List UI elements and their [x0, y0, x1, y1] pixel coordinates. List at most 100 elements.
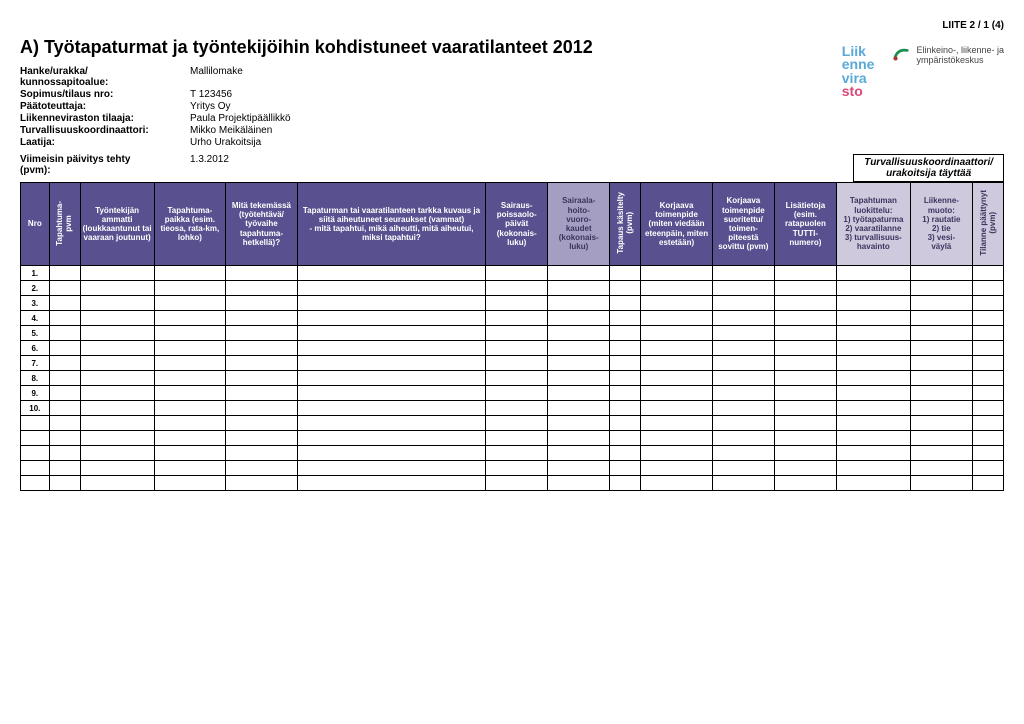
table-cell[interactable]	[610, 476, 641, 491]
table-cell[interactable]	[226, 341, 298, 356]
table-cell[interactable]	[297, 356, 485, 371]
table-cell[interactable]	[610, 341, 641, 356]
table-cell[interactable]	[610, 401, 641, 416]
table-cell[interactable]	[910, 326, 972, 341]
table-cell[interactable]	[154, 311, 226, 326]
table-cell[interactable]	[49, 266, 80, 281]
table-cell[interactable]	[154, 341, 226, 356]
table-cell[interactable]	[49, 311, 80, 326]
table-cell[interactable]: 2.	[21, 281, 50, 296]
table-cell[interactable]	[836, 416, 910, 431]
table-cell[interactable]	[641, 416, 713, 431]
table-cell[interactable]	[226, 461, 298, 476]
table-cell[interactable]	[226, 281, 298, 296]
table-cell[interactable]	[774, 446, 836, 461]
table-cell[interactable]	[226, 371, 298, 386]
table-cell[interactable]	[297, 326, 485, 341]
table-cell[interactable]	[712, 371, 774, 386]
table-cell[interactable]	[486, 326, 548, 341]
table-cell[interactable]	[154, 386, 226, 401]
table-cell[interactable]	[712, 266, 774, 281]
table-cell[interactable]	[641, 311, 713, 326]
table-cell[interactable]	[972, 266, 1003, 281]
table-cell[interactable]	[80, 281, 154, 296]
table-cell[interactable]	[486, 386, 548, 401]
table-cell[interactable]	[610, 311, 641, 326]
table-cell[interactable]	[80, 476, 154, 491]
table-cell[interactable]	[836, 476, 910, 491]
table-cell[interactable]	[610, 266, 641, 281]
table-cell[interactable]	[486, 476, 548, 491]
table-cell[interactable]	[641, 266, 713, 281]
table-cell[interactable]	[774, 461, 836, 476]
table-cell[interactable]	[548, 281, 610, 296]
table-cell[interactable]	[226, 416, 298, 431]
table-cell[interactable]	[910, 431, 972, 446]
table-cell[interactable]	[774, 476, 836, 491]
table-cell[interactable]	[154, 416, 226, 431]
table-cell[interactable]	[297, 281, 485, 296]
table-cell[interactable]	[610, 356, 641, 371]
table-cell[interactable]	[297, 431, 485, 446]
table-cell[interactable]	[610, 371, 641, 386]
table-cell[interactable]	[910, 416, 972, 431]
table-cell[interactable]	[910, 476, 972, 491]
table-cell[interactable]	[21, 431, 50, 446]
table-cell[interactable]	[80, 416, 154, 431]
table-cell[interactable]	[712, 296, 774, 311]
table-cell[interactable]	[21, 446, 50, 461]
table-cell[interactable]	[80, 431, 154, 446]
table-cell[interactable]	[712, 446, 774, 461]
table-cell[interactable]	[297, 461, 485, 476]
table-cell[interactable]	[972, 386, 1003, 401]
table-cell[interactable]: 8.	[21, 371, 50, 386]
table-cell[interactable]	[910, 296, 972, 311]
table-cell[interactable]	[226, 266, 298, 281]
table-cell[interactable]	[548, 401, 610, 416]
table-cell[interactable]	[80, 341, 154, 356]
table-cell[interactable]	[836, 281, 910, 296]
table-cell[interactable]	[712, 416, 774, 431]
table-cell[interactable]	[49, 476, 80, 491]
table-cell[interactable]	[610, 281, 641, 296]
table-cell[interactable]	[910, 341, 972, 356]
table-cell[interactable]	[712, 431, 774, 446]
table-cell[interactable]	[774, 386, 836, 401]
table-cell[interactable]	[712, 401, 774, 416]
table-cell[interactable]	[80, 371, 154, 386]
table-cell[interactable]: 10.	[21, 401, 50, 416]
table-cell[interactable]	[712, 356, 774, 371]
table-cell[interactable]	[641, 461, 713, 476]
table-cell[interactable]	[548, 356, 610, 371]
table-cell[interactable]	[641, 476, 713, 491]
table-cell[interactable]	[972, 341, 1003, 356]
table-cell[interactable]	[641, 371, 713, 386]
table-cell[interactable]	[80, 356, 154, 371]
table-cell[interactable]	[836, 341, 910, 356]
table-cell[interactable]	[836, 356, 910, 371]
table-cell[interactable]	[712, 461, 774, 476]
table-cell[interactable]: 9.	[21, 386, 50, 401]
table-cell[interactable]	[486, 446, 548, 461]
table-cell[interactable]	[712, 386, 774, 401]
table-cell[interactable]	[486, 431, 548, 446]
table-cell[interactable]	[548, 416, 610, 431]
table-cell[interactable]	[548, 461, 610, 476]
table-cell[interactable]	[910, 311, 972, 326]
table-cell[interactable]	[774, 431, 836, 446]
table-cell[interactable]	[972, 371, 1003, 386]
table-cell[interactable]	[486, 311, 548, 326]
table-cell[interactable]	[910, 266, 972, 281]
table-cell[interactable]	[910, 356, 972, 371]
table-cell[interactable]	[548, 386, 610, 401]
table-cell[interactable]	[486, 371, 548, 386]
table-cell[interactable]	[774, 356, 836, 371]
table-cell[interactable]	[486, 341, 548, 356]
table-cell[interactable]	[836, 326, 910, 341]
table-cell[interactable]	[641, 281, 713, 296]
table-cell[interactable]	[548, 326, 610, 341]
table-cell[interactable]	[712, 326, 774, 341]
table-cell[interactable]	[226, 446, 298, 461]
table-cell[interactable]	[297, 401, 485, 416]
table-cell[interactable]	[226, 401, 298, 416]
